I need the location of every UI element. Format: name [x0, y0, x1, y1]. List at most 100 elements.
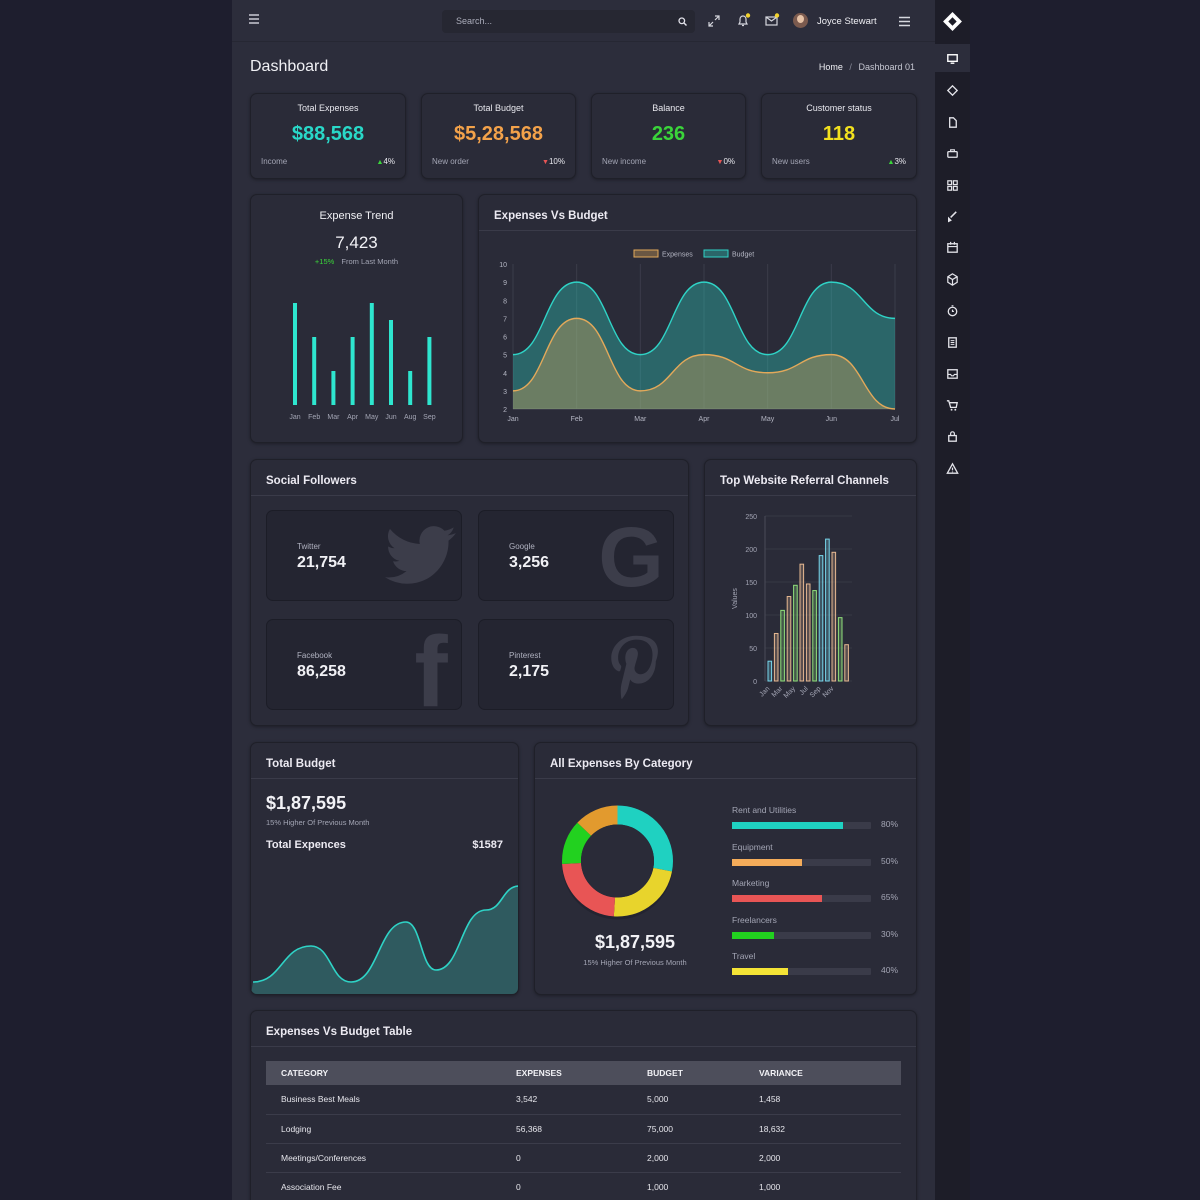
y-tick: 4	[503, 371, 507, 378]
trend-x-tick: Feb	[308, 414, 320, 421]
social-name: Facebook	[297, 651, 333, 660]
x-tick: Sep	[809, 685, 823, 699]
briefcase-icon[interactable]	[945, 146, 960, 161]
stat-sub-label: New users	[772, 157, 810, 166]
referral-bar	[780, 609, 785, 682]
category-percent: 80%	[881, 819, 899, 829]
mail-icon[interactable]	[765, 13, 780, 28]
sidebar-active-item[interactable]	[935, 44, 970, 72]
table-header: EXPENSES	[501, 1061, 632, 1085]
fullscreen-icon[interactable]	[708, 15, 720, 27]
search-input[interactable]: Search...	[456, 16, 493, 26]
stat-card-total-expenses: Total Expenses $88,568 Income ▲4%	[250, 93, 406, 179]
avatar[interactable]	[793, 13, 808, 28]
search-bar[interactable]: Search...	[442, 10, 695, 33]
social-twitter-card[interactable]: Twitter 21,754	[266, 510, 462, 601]
brush-icon[interactable]	[945, 209, 960, 224]
expences-label: Total Expences	[266, 839, 346, 851]
table-cell: Association Fee	[266, 1172, 501, 1200]
card-divider	[479, 230, 916, 231]
category-percent: 50%	[881, 855, 899, 866]
legend-swatch	[633, 249, 659, 258]
social-pinterest-card[interactable]: Pinterest 2,175	[478, 619, 674, 710]
stat-change: ▲4%	[376, 157, 396, 166]
card-title: Total Budget	[266, 758, 336, 770]
file-icon[interactable]	[945, 115, 960, 130]
table-cell: 1,000	[744, 1172, 901, 1200]
table-row: Business Best Meals 3,542 5,000 1,458	[266, 1085, 901, 1115]
referral-bar	[805, 583, 811, 682]
document-icon[interactable]	[945, 335, 960, 350]
card-title: Expense Trend	[319, 210, 394, 222]
lock-icon[interactable]	[945, 429, 960, 444]
expense-trend-chart: Jan Feb Mar Apr May Jun Aug Sep	[289, 303, 436, 421]
social-followers-card: Social Followers Twitter 21,754 Google 3…	[250, 459, 689, 726]
social-value: 21,754	[297, 554, 346, 571]
social-name: Twitter	[297, 542, 321, 551]
budget-value: $1,87,595	[266, 793, 347, 813]
grid-icon[interactable]	[945, 178, 960, 193]
diamond-icon[interactable]	[945, 83, 960, 98]
trend-bar	[312, 337, 317, 405]
card-divider	[251, 1046, 916, 1047]
category-label: Travel	[732, 951, 756, 961]
table-cell: 0	[501, 1172, 632, 1200]
logo-icon[interactable]	[942, 11, 963, 32]
facebook-icon: f	[414, 619, 448, 710]
referral-channels-card: Top Website Referral Channels 0 50 100 150 2…	[704, 459, 917, 726]
stat-card-total-budget: Total Budget $5,28,568 New order ▼10%	[421, 93, 576, 179]
donut-slice	[562, 805, 673, 917]
user-name[interactable]: Joyce Stewart	[817, 16, 877, 27]
social-facebook-card[interactable]: Facebook 86,258 f	[266, 619, 462, 710]
table-cell: 0	[501, 1143, 632, 1173]
x-tick: Jun	[826, 416, 837, 423]
breadcrumb-home[interactable]: Home	[818, 62, 843, 72]
inbox-icon[interactable]	[945, 366, 960, 381]
card-divider	[251, 495, 688, 496]
stat-label: Balance	[652, 103, 685, 113]
twitter-icon	[385, 526, 456, 584]
legend-label: Expenses	[662, 252, 693, 259]
trend-bar	[369, 303, 374, 405]
social-name: Google	[509, 542, 535, 551]
table-row: Meetings/Conferences 0 2,000 2,000	[266, 1143, 901, 1173]
bell-icon[interactable]	[736, 13, 751, 28]
legend-swatch	[703, 249, 729, 258]
x-tick: Mar	[634, 416, 647, 423]
y-tick: 200	[745, 547, 757, 554]
clock-icon[interactable]	[945, 303, 960, 318]
y-tick: 9	[503, 280, 507, 287]
social-google-card[interactable]: Google 3,256 G	[478, 510, 674, 601]
expenses-vs-budget-chart: Jan Feb Mar Apr May Jun Jul 2 3 4 5 6 7 8 9 10 Expenses B…	[499, 249, 900, 423]
category-bar-fill	[732, 822, 844, 829]
monitor-icon[interactable]	[945, 51, 960, 66]
trend-x-tick: Mar	[327, 414, 340, 421]
stat-card-customer-status: Customer status 118 New users ▲3%	[761, 93, 917, 179]
search-icon[interactable]	[678, 17, 687, 26]
trend-bar	[293, 303, 297, 405]
category-percent: 30%	[881, 928, 899, 939]
category-bar-fill	[732, 968, 788, 975]
social-name: Pinterest	[509, 651, 541, 660]
expense-trend-card: Expense Trend 7,423 +15% From Last Month…	[250, 194, 463, 443]
menu-icon[interactable]	[248, 13, 260, 25]
card-title: Top Website Referral Channels	[720, 475, 889, 487]
table-cell: Meetings/Conferences	[266, 1143, 501, 1173]
calendar-icon[interactable]	[945, 240, 960, 255]
trend-bar	[408, 371, 413, 405]
social-value: 86,258	[297, 663, 346, 680]
y-tick: 50	[749, 646, 757, 653]
category-bar-fill	[732, 858, 802, 866]
trend-x-tick: Jan	[289, 414, 300, 421]
y-tick: 250	[745, 514, 757, 521]
y-tick: 3	[503, 389, 507, 396]
hamburger-menu-icon[interactable]	[898, 16, 911, 27]
warning-icon[interactable]	[945, 461, 960, 476]
referral-bar	[825, 538, 830, 682]
card-title: Expenses Vs Budget Table	[266, 1026, 413, 1038]
breadcrumb-current: Dashboard 01	[858, 62, 915, 72]
total-budget-card: Total Budget $1,87,595 15% Higher Of Pre…	[250, 742, 519, 995]
box-icon[interactable]	[945, 272, 960, 287]
cart-icon[interactable]	[945, 398, 960, 413]
donut-hole	[581, 824, 654, 898]
